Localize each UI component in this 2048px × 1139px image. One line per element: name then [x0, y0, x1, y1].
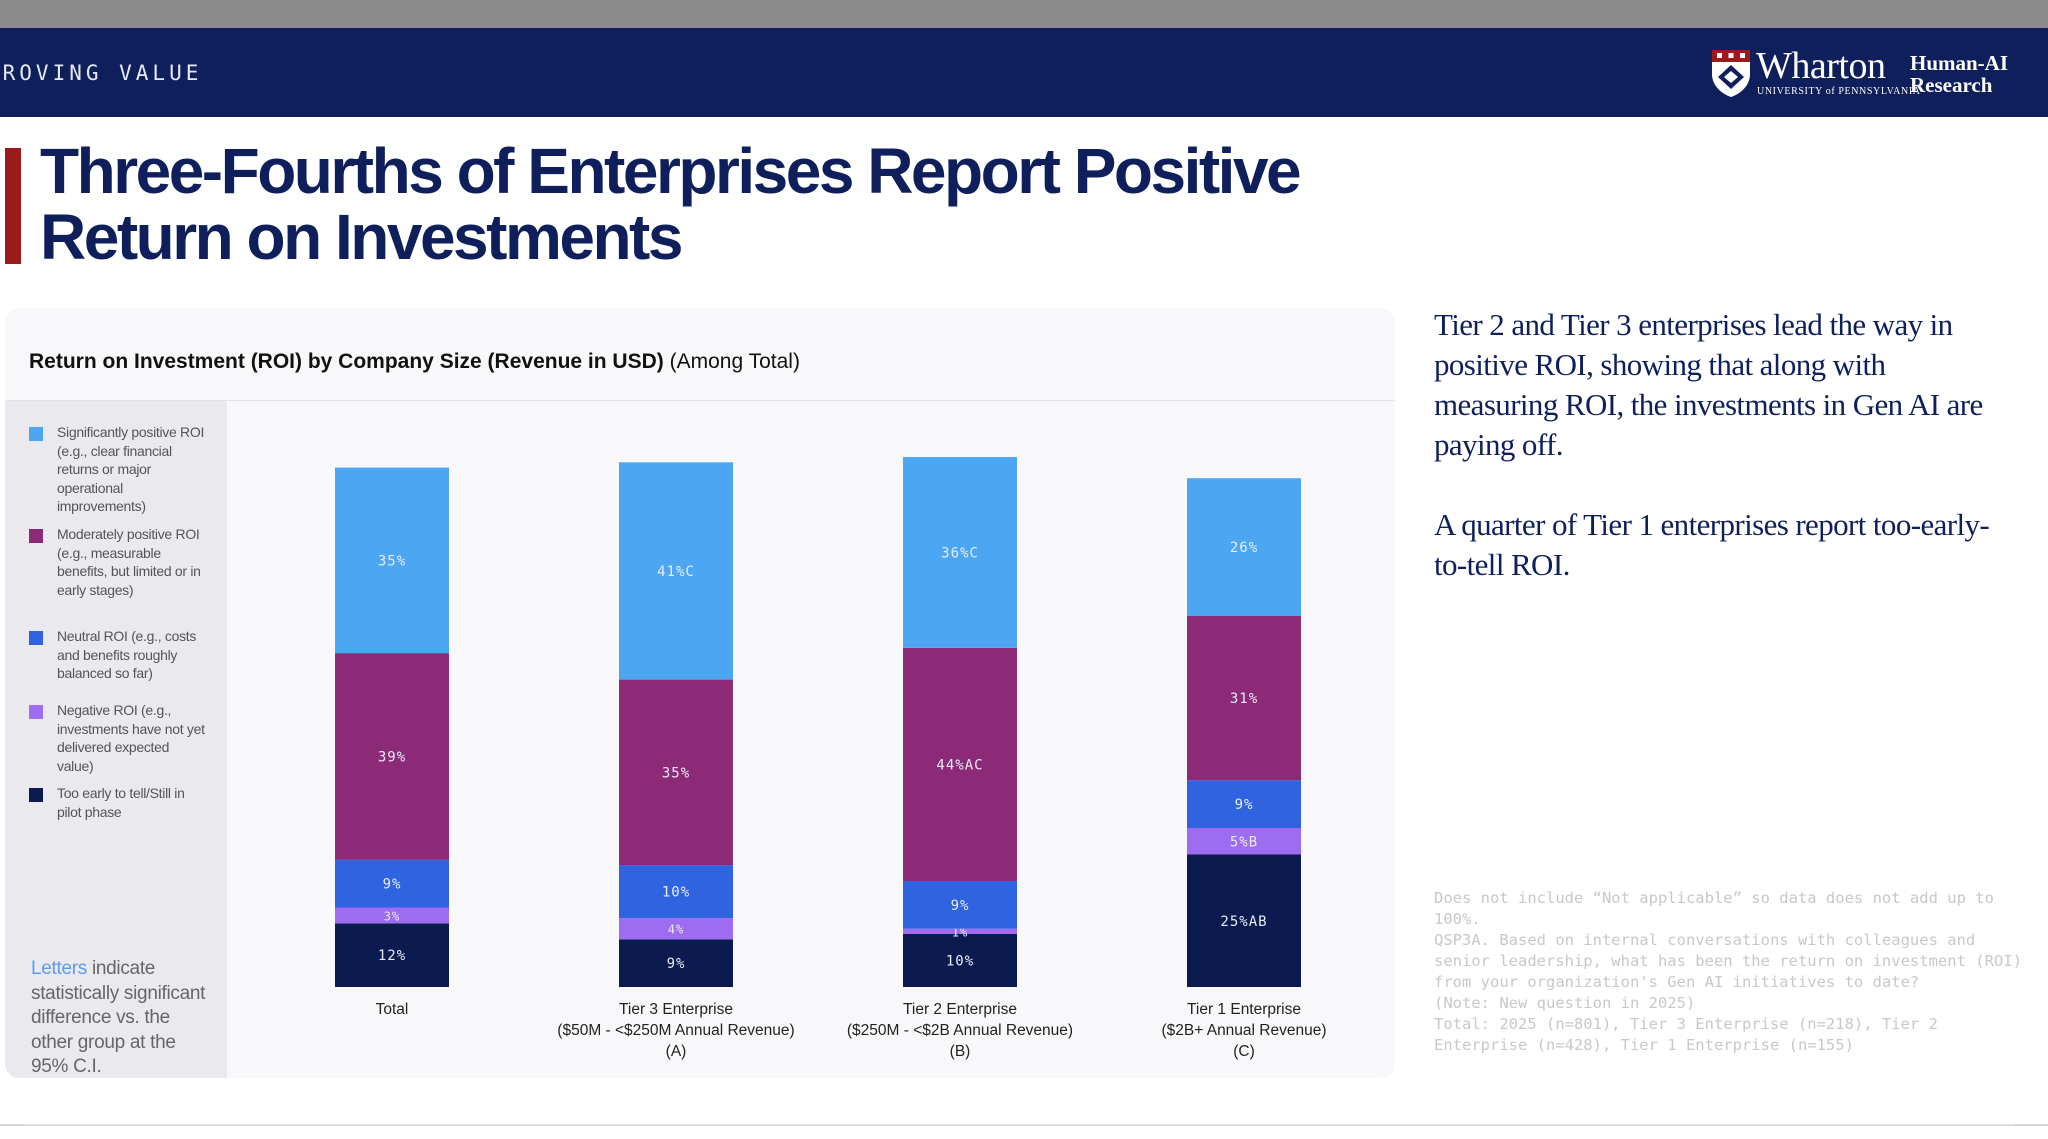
data-label: 5%B: [1230, 834, 1258, 850]
crest-icon: [1712, 50, 1750, 97]
legend-panel: Significantly positive ROI (e.g., clear …: [5, 401, 227, 1078]
significance-note: Letters indicate statistically significa…: [31, 957, 216, 1080]
title-accent-bar: [5, 148, 21, 264]
bar-segment-tier-2-enterprise-neutral-roi-e-g-costs-an: [903, 881, 1017, 929]
wharton-logo: Wharton UNIVERSITY of PENNSYLVANIA Human…: [1710, 45, 2030, 102]
chart-divider: [5, 400, 1395, 401]
bottom-rule-inner: [24, 1124, 2014, 1125]
bar-segment-tier-3-enterprise-too-early-to-tell-still-: [619, 939, 733, 987]
data-label: 44%AC: [936, 757, 983, 773]
data-label: 9%: [1235, 797, 1254, 813]
data-label: 36%C: [941, 545, 979, 561]
data-label: 10%: [946, 954, 974, 970]
bar-segment-total-moderately-positive-roi-: [335, 653, 449, 860]
bar-segment-tier-2-enterprise-significantly-positive-r: [903, 457, 1017, 648]
bar-segment-tier-3-enterprise-moderately-positive-roi-: [619, 679, 733, 866]
data-label: 41%C: [657, 564, 695, 580]
legend-swatch: [29, 705, 43, 719]
category-label: Tier 3 Enterprise: [619, 1001, 733, 1018]
brand-name: Wharton: [1756, 45, 1886, 87]
bar-segment-tier-2-enterprise-too-early-to-tell-still-: [903, 934, 1017, 987]
category-label: (B): [950, 1043, 971, 1060]
legend-swatch: [29, 788, 43, 802]
category-label: ($250M - <$2B Annual Revenue): [847, 1022, 1073, 1039]
bar-segment-tier-1-enterprise-too-early-to-tell-still-: [1187, 854, 1301, 987]
data-label: 4%: [668, 923, 684, 937]
data-label: 35%: [378, 553, 406, 569]
legend-swatch: [29, 631, 43, 645]
bar-segment-tier-3-enterprise-neutral-roi-e-g-costs-an: [619, 865, 733, 919]
bar-segment-tier-3-enterprise-negative-roi-e-g-investm: [619, 918, 733, 940]
chart-title-bold: Return on Investment (ROI) by Company Si…: [29, 350, 664, 373]
data-label: 31%: [1230, 691, 1258, 707]
stacked-bar-chart: 12% 3% 9% 39% 35% Total 9% 4% 10% 35% 41%C Tier 3 E…: [335, 457, 1327, 1060]
insight-paragraph-1: Tier 2 and Tier 3 enterprises lead the w…: [1434, 307, 1983, 462]
data-label: 25%AB: [1220, 914, 1267, 930]
data-label: 35%: [662, 765, 690, 781]
bar-segment-total-negative-roi-e-g-investm: [335, 907, 449, 924]
category-label: Total: [376, 1001, 409, 1018]
legend-label: Significantly positive ROI (e.g., clear …: [57, 424, 205, 514]
data-label: 9%: [951, 898, 970, 914]
data-label: 9%: [667, 956, 686, 972]
insight-text: Tier 2 and Tier 3 enterprises lead the w…: [1434, 305, 2009, 585]
bar-segment-tier-1-enterprise-neutral-roi-e-g-costs-an: [1187, 780, 1301, 828]
category-label: Tier 2 Enterprise: [903, 1001, 1017, 1018]
data-label: 12%: [378, 948, 406, 964]
legend-label: Negative ROI (e.g., investments have not…: [57, 702, 205, 774]
category-label: Tier 1 Enterprise: [1187, 1001, 1301, 1018]
top-strip: [0, 0, 2048, 28]
chart-card: Return on Investment (ROI) by Company Si…: [5, 308, 1395, 1078]
bar-segment-tier-2-enterprise-negative-roi-e-g-investm: [903, 928, 1017, 934]
bar-segment-tier-3-enterprise-significantly-positive-r: [619, 462, 733, 680]
bar-segment-tier-1-enterprise-moderately-positive-roi-: [1187, 616, 1301, 781]
bar-segment-total-significantly-positive-r: [335, 467, 449, 654]
insight-paragraph-2: A quarter of Tier 1 enterprises report t…: [1434, 507, 1990, 582]
significance-note-rest: indicate statistically significant diffe…: [31, 958, 206, 1077]
category-label: (A): [666, 1043, 687, 1060]
legend-swatch: [29, 427, 43, 441]
unit-name-line1: Human-AI: [1910, 51, 2009, 75]
university-name: UNIVERSITY of PENNSYLVANIA: [1757, 86, 1921, 97]
legend-swatch: [29, 529, 43, 543]
bar-segment-tier-1-enterprise-negative-roi-e-g-investm: [1187, 828, 1301, 855]
slide-title: Three-Fourths of Enterprises Report Posi…: [40, 135, 1302, 273]
data-label: 39%: [378, 749, 406, 765]
legend-label: Too early to tell/Still in pilot phase: [57, 785, 185, 820]
bar-segment-tier-1-enterprise-significantly-positive-r: [1187, 478, 1301, 616]
legend-label: Neutral ROI (e.g., costs and benefits ro…: [57, 628, 197, 681]
data-label: 26%: [1230, 540, 1258, 556]
category-label: (C): [1233, 1043, 1255, 1060]
category-label: ($50M - <$250M Annual Revenue): [557, 1022, 794, 1039]
header-bar: PROVING VALUE Wharton UNIVERSITY of PENN…: [0, 28, 2048, 117]
unit-name: Human-AI Research: [1910, 52, 2008, 96]
data-label: 10%: [662, 885, 690, 901]
data-label: 1%: [952, 925, 968, 939]
bar-segment-total-neutral-roi-e-g-costs-an: [335, 859, 449, 908]
legend-label: Moderately positive ROI (e.g., measurabl…: [57, 526, 201, 598]
significance-note-highlight: Letters: [31, 958, 87, 979]
unit-name-line2: Research: [1910, 73, 1993, 97]
bar-segment-tier-2-enterprise-moderately-positive-roi-: [903, 647, 1017, 881]
bottom-rule: [0, 1124, 2048, 1126]
footnote: Does not include “Not applicable” so dat…: [1434, 889, 2022, 1054]
bar-segment-total-too-early-to-tell-still-: [335, 923, 449, 987]
data-label: 3%: [384, 909, 400, 923]
chart-title-rest: (Among Total): [669, 350, 800, 373]
data-label: 9%: [383, 877, 402, 893]
section-label: PROVING VALUE: [0, 61, 203, 85]
chart-title: Return on Investment (ROI) by Company Si…: [29, 350, 800, 374]
category-label: ($2B+ Annual Revenue): [1161, 1022, 1326, 1039]
